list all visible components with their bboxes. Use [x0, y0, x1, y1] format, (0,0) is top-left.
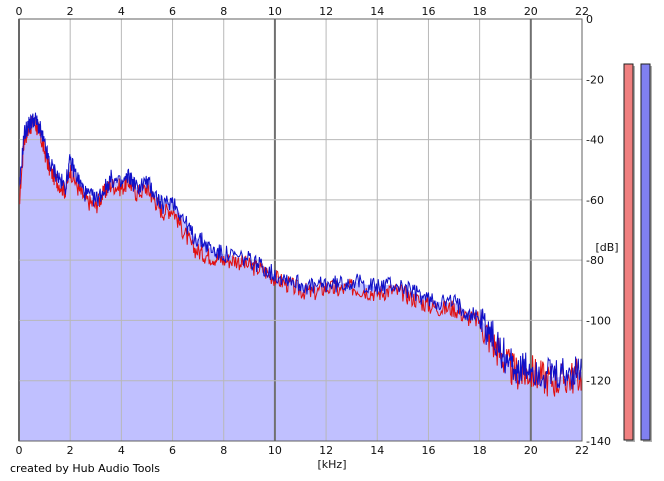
x-tick-top-10: 10	[268, 5, 282, 18]
x-tick-bottom-12: 12	[319, 444, 333, 457]
level-meter-red	[623, 63, 634, 441]
level-meters	[623, 63, 652, 442]
x-tick-bottom-2: 2	[67, 444, 74, 457]
x-tick-bottom-22: 22	[575, 444, 589, 457]
plot-frame	[18, 18, 583, 442]
x-tick-bottom-0: 0	[16, 444, 23, 457]
y-tick-100: -100	[586, 314, 611, 327]
x-tick-top-16: 16	[421, 5, 435, 18]
y-tick-20: -20	[586, 73, 604, 86]
spectrum-fill	[19, 118, 582, 441]
x-tick-bottom-20: 20	[524, 444, 538, 457]
x-axis-label: [kHz]	[318, 458, 347, 471]
x-tick-bottom-10: 10	[268, 444, 282, 457]
series-blue-line	[18, 112, 583, 390]
series-red-line	[18, 115, 583, 397]
x-tick-bottom-8: 8	[220, 444, 227, 457]
y-tick-40: -40	[586, 134, 604, 147]
level-meter-blue	[640, 63, 651, 441]
y-tick-140: -140	[586, 435, 611, 448]
x-tick-top-0: 0	[16, 5, 23, 18]
x-tick-top-18: 18	[473, 5, 487, 18]
x-tick-top-22: 22	[575, 5, 589, 18]
x-tick-top-20: 20	[524, 5, 538, 18]
y-tick-labels: 0 -20 -40 -60 -80 -100 -120 -140	[586, 13, 611, 448]
x-tick-bottom-4: 4	[118, 444, 125, 457]
y-tick-120: -120	[586, 375, 611, 388]
series-lines	[18, 112, 583, 397]
x-tick-top-8: 8	[220, 5, 227, 18]
spectrum-fill-area	[19, 118, 582, 441]
y-tick-60: -60	[586, 194, 604, 207]
x-tick-top-4: 4	[118, 5, 125, 18]
x-tick-top-14: 14	[370, 5, 384, 18]
x-tick-top-2: 2	[67, 5, 74, 18]
x-tick-bottom-16: 16	[421, 444, 435, 457]
plot-border	[18, 18, 583, 442]
x-tick-bottom-14: 14	[370, 444, 384, 457]
x-tick-labels-top: 0 2 4 6 8 10 12 14 16 18 20 22	[16, 5, 590, 18]
y-tick-0: 0	[586, 13, 593, 26]
y-tick-80: -80	[586, 254, 604, 267]
credit-text: created by Hub Audio Tools	[10, 462, 160, 475]
y-axis-label: [dB]	[595, 241, 618, 254]
x-tick-bottom-6: 6	[169, 444, 176, 457]
x-tick-top-6: 6	[169, 5, 176, 18]
x-tick-top-12: 12	[319, 5, 333, 18]
x-tick-bottom-18: 18	[473, 444, 487, 457]
x-tick-labels-bottom: 0 2 4 6 8 10 12 14 16 18 20 22	[16, 444, 590, 457]
